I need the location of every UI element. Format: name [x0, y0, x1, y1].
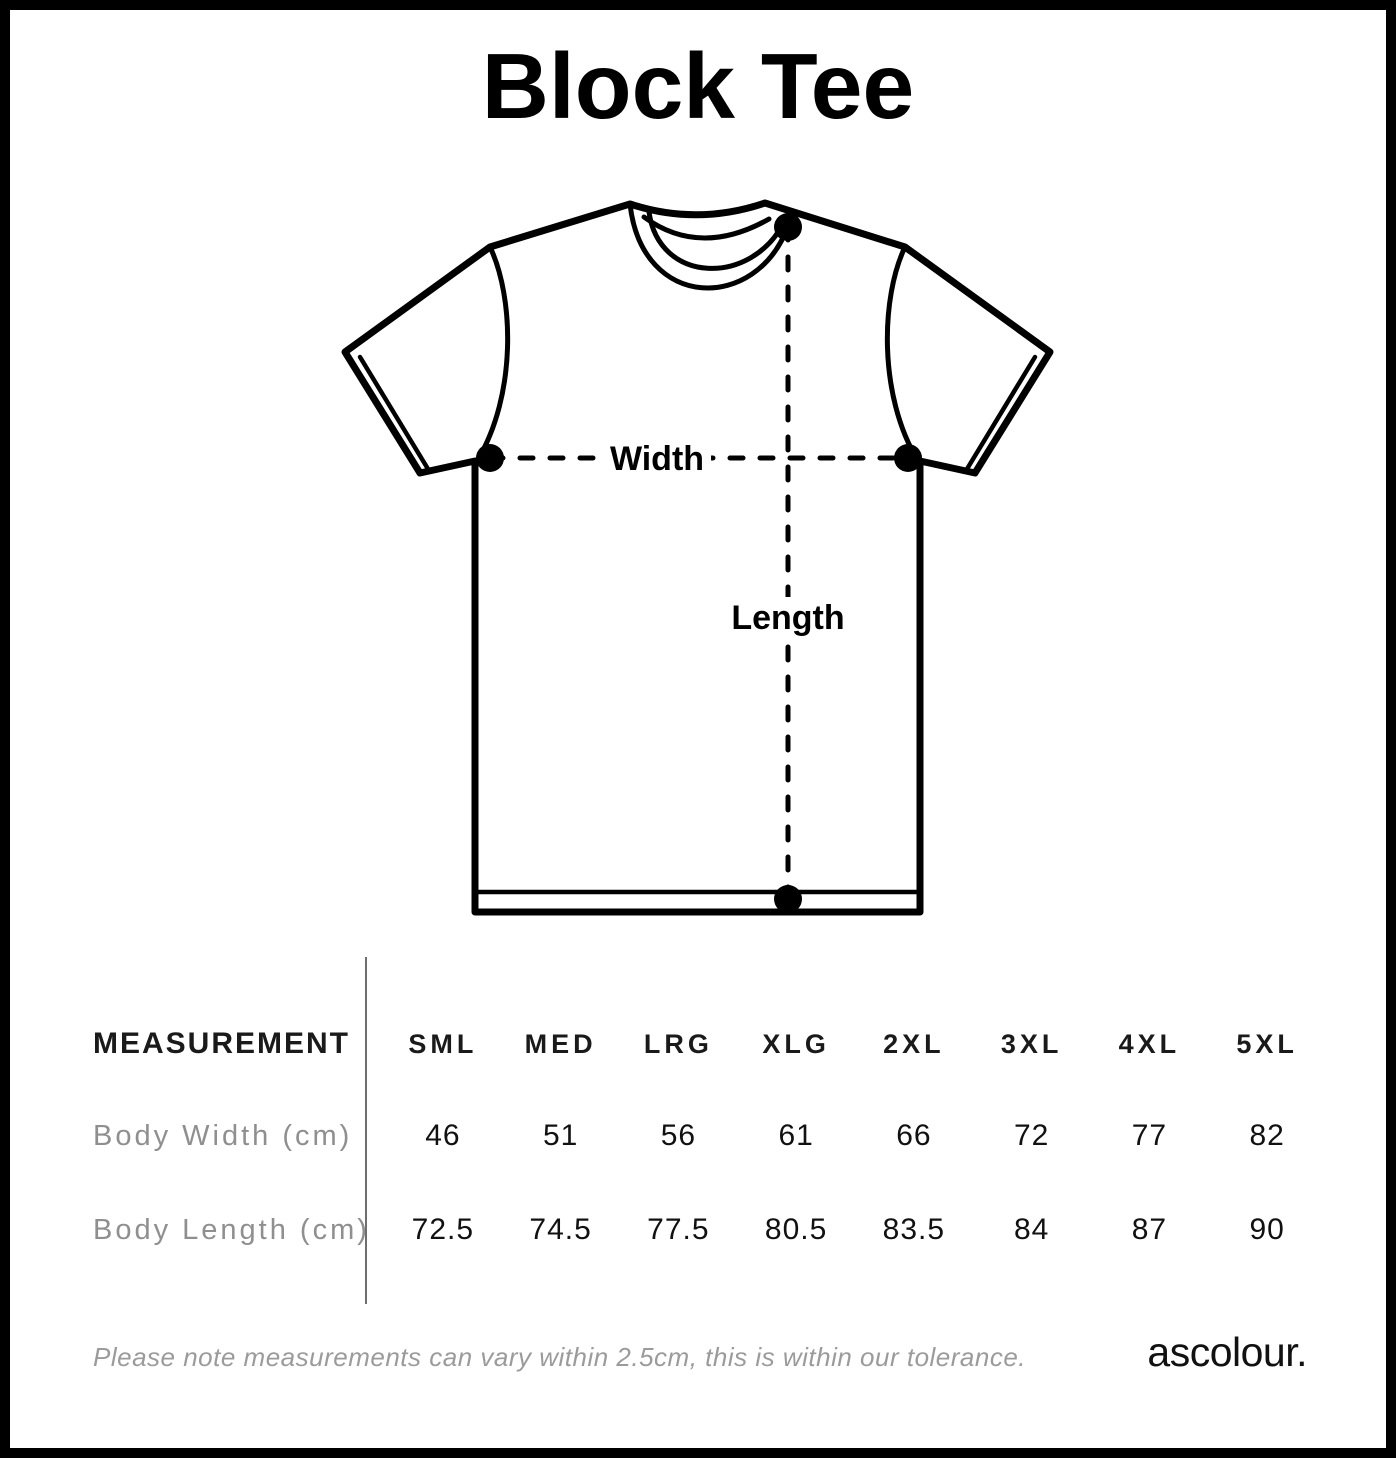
size-header-4xl: 4XL	[1118, 1028, 1181, 1059]
body-length-2xl: 83.5	[882, 1213, 946, 1246]
collar-inner-curve	[646, 209, 786, 271]
body-width-xlg: 61	[778, 1119, 814, 1152]
brand-logo: ascolour.	[1147, 1329, 1307, 1375]
length-label: Length	[731, 599, 844, 637]
body-length-sml: 72.5	[411, 1213, 475, 1246]
row-label-body-width: Body Width (cm)	[93, 1119, 353, 1152]
table-header-row: MEASUREMENT SML MED LRG XLG 2XL 3XL 4XL …	[93, 1022, 1326, 1066]
page-title: Block Tee	[481, 34, 915, 138]
body-length-5xl: 90	[1249, 1213, 1285, 1246]
size-header-5xl: 5XL	[1236, 1028, 1298, 1059]
size-header-2xl: 2XL	[883, 1028, 945, 1059]
body-width-2xl: 66	[896, 1119, 932, 1152]
size-header-med: MED	[524, 1028, 597, 1059]
collar-back-curve	[641, 214, 772, 241]
right-armpit-measure-dot	[894, 444, 922, 472]
collar-measure-dot	[774, 213, 802, 241]
body-length-3xl: 84	[1013, 1213, 1050, 1246]
width-label-backing	[603, 439, 711, 477]
hem-measure-dot	[774, 885, 802, 913]
size-header-3xl: 3XL	[1000, 1028, 1063, 1059]
right-cuff-seam	[964, 354, 1038, 472]
table-divider-line	[365, 957, 367, 1304]
body-width-5xl: 82	[1249, 1119, 1285, 1152]
body-width-lrg: 56	[660, 1119, 697, 1152]
width-label: Width	[610, 440, 704, 478]
size-header-lrg: LRG	[643, 1028, 713, 1059]
table-row-body-width: Body Width (cm) 46 51 56 61 66 72 77 82	[93, 1114, 1326, 1158]
body-length-lrg: 77.5	[647, 1213, 710, 1246]
tshirt-diagram: Width Length	[341, 199, 1054, 916]
body-length-xlg: 80.5	[764, 1213, 828, 1246]
body-width-med: 51	[542, 1119, 579, 1152]
collar-outer-curve	[627, 201, 791, 291]
right-armhole-seam	[884, 244, 921, 464]
left-cuff-seam	[357, 354, 431, 472]
body-width-3xl: 72	[1013, 1119, 1050, 1152]
tshirt-outline	[341, 199, 1054, 916]
left-armpit-measure-dot	[476, 444, 504, 472]
measurement-header: MEASUREMENT	[93, 1027, 351, 1060]
size-header-xlg: XLG	[762, 1028, 830, 1059]
body-length-med: 74.5	[529, 1213, 592, 1246]
tolerance-note: Please note measurements can vary within…	[93, 1342, 1027, 1372]
table-row-body-length: Body Length (cm) 72.5 74.5 77.5 80.5 83.…	[93, 1208, 1326, 1252]
body-length-4xl: 87	[1131, 1213, 1168, 1246]
body-width-4xl: 77	[1131, 1119, 1168, 1152]
left-armhole-seam	[474, 244, 511, 464]
body-width-sml: 46	[425, 1119, 461, 1152]
length-label-backing	[732, 597, 844, 637]
row-label-body-length: Body Length (cm)	[93, 1213, 370, 1246]
size-header-sml: SML	[408, 1028, 478, 1059]
